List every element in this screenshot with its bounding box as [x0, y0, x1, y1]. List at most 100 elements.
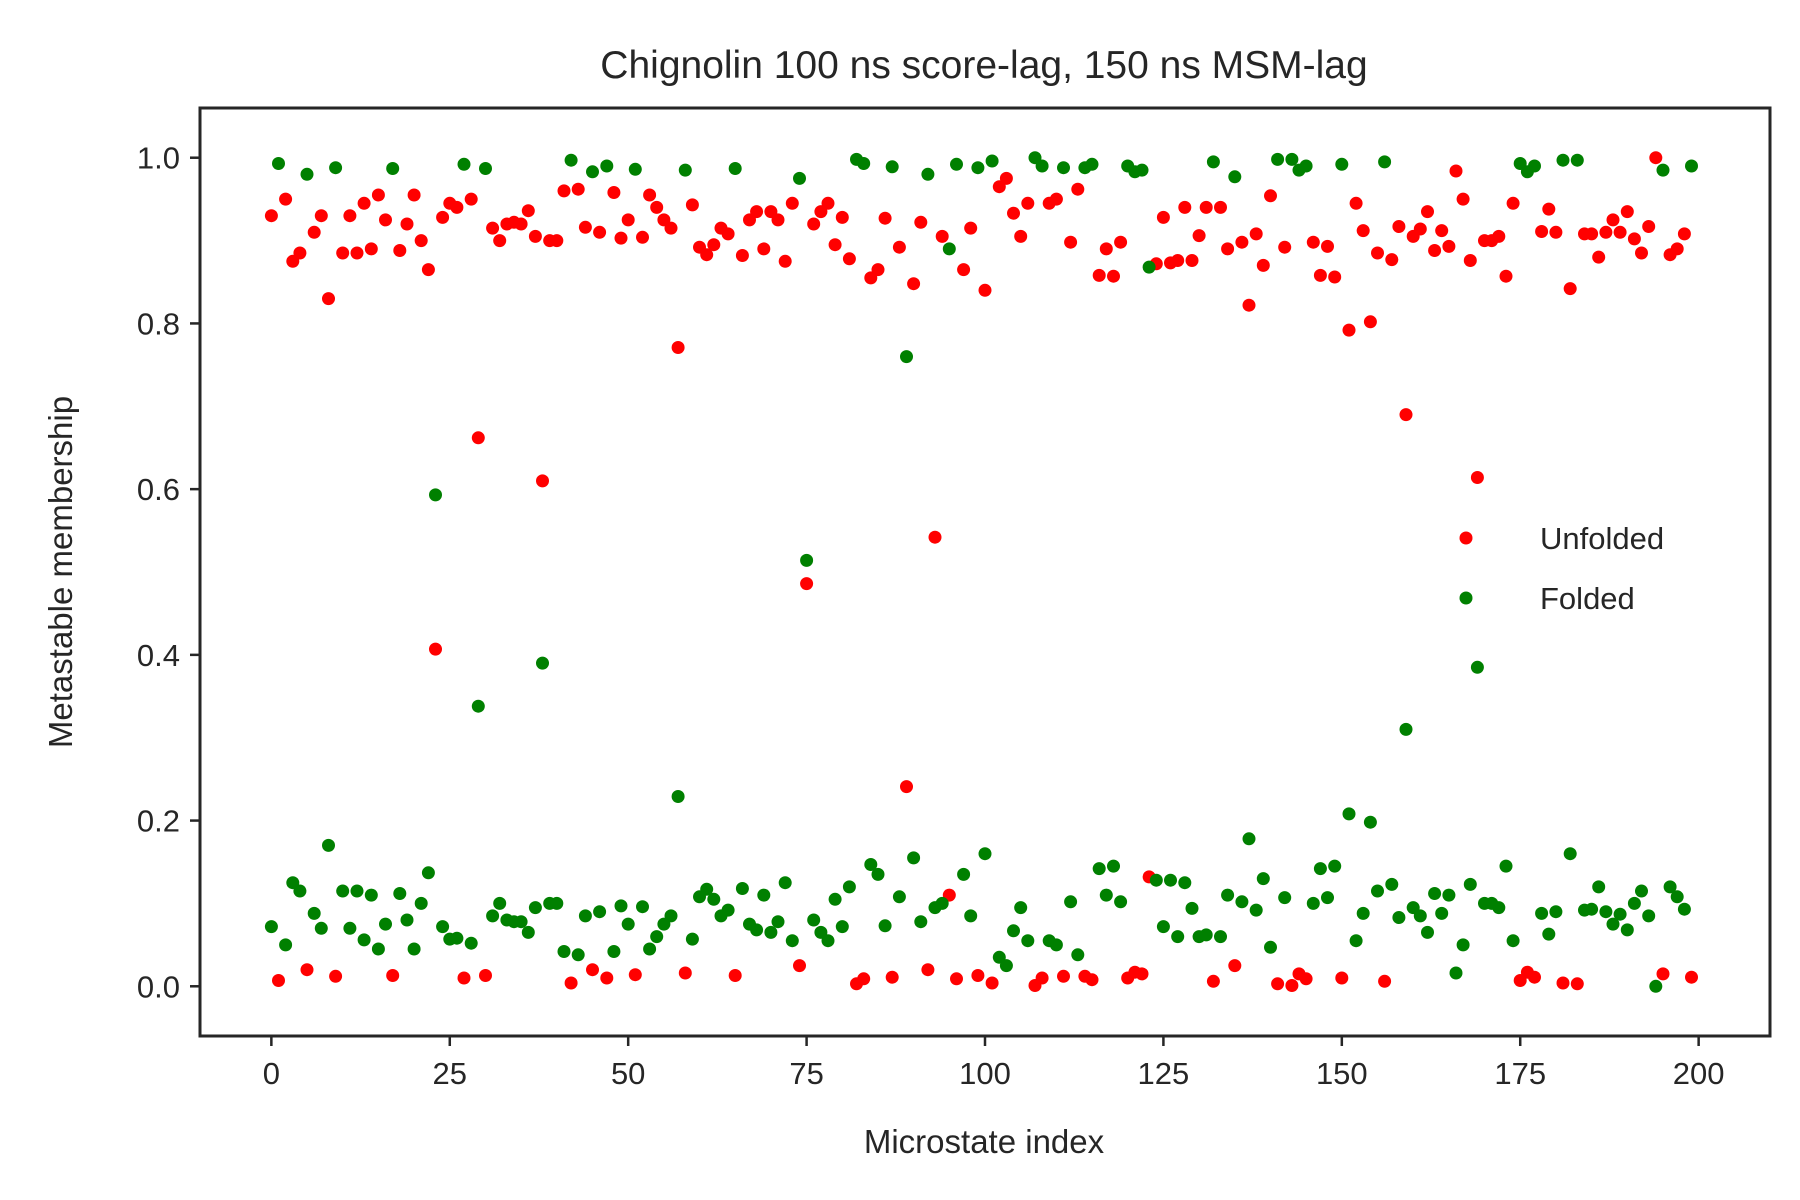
- data-point: [1470, 660, 1484, 674]
- data-point: [735, 249, 749, 262]
- y-tick-label: 1.0: [137, 141, 180, 176]
- data-point: [914, 915, 928, 929]
- data-point: [764, 925, 778, 939]
- data-point: [386, 969, 400, 982]
- data-point: [293, 884, 307, 898]
- data-point: [842, 252, 856, 266]
- y-tick-label: 0.4: [137, 638, 180, 673]
- data-point: [436, 920, 450, 934]
- data-point: [471, 699, 485, 713]
- data-point: [264, 209, 278, 223]
- data-point: [1256, 258, 1270, 272]
- data-point: [1135, 967, 1149, 981]
- data-point: [493, 896, 507, 910]
- data-point: [1385, 253, 1399, 267]
- data-point: [1627, 896, 1641, 910]
- series-folded: [264, 151, 1698, 993]
- data-point: [1463, 877, 1477, 891]
- data-point: [1528, 970, 1541, 984]
- x-tick-label: 150: [1316, 1056, 1368, 1091]
- data-point: [464, 192, 478, 206]
- data-point: [921, 167, 935, 181]
- data-point: [514, 915, 528, 929]
- data-point: [1549, 225, 1563, 239]
- data-point: [336, 884, 350, 898]
- data-point: [1049, 938, 1063, 952]
- data-point: [1599, 905, 1613, 919]
- data-point: [628, 968, 642, 982]
- data-point: [1214, 200, 1227, 214]
- x-tick-label: 0: [263, 1056, 280, 1091]
- data-point: [1392, 911, 1406, 924]
- x-tick-label: 75: [789, 1056, 823, 1091]
- data-point: [1677, 902, 1691, 916]
- data-point: [1506, 196, 1520, 210]
- data-point: [329, 969, 343, 983]
- data-point: [1313, 268, 1327, 282]
- data-point: [1064, 235, 1078, 249]
- y-tick-label: 0.0: [137, 969, 180, 1004]
- data-point: [400, 217, 414, 231]
- data-point: [1492, 229, 1506, 243]
- data-point: [457, 971, 471, 985]
- data-point: [1285, 979, 1299, 992]
- x-tick-label: 50: [611, 1056, 645, 1091]
- data-point: [1556, 153, 1570, 167]
- data-point: [1442, 239, 1456, 253]
- data-point: [1264, 189, 1277, 203]
- data-point: [1199, 928, 1213, 942]
- data-point: [964, 909, 978, 923]
- data-point: [664, 221, 678, 235]
- data-point: [1249, 903, 1263, 917]
- data-point: [1228, 959, 1242, 973]
- data-point: [835, 210, 849, 224]
- data-point: [1313, 862, 1327, 876]
- data-point: [1499, 859, 1513, 873]
- data-point: [892, 890, 906, 904]
- data-point: [1349, 934, 1363, 948]
- data-point: [593, 225, 607, 239]
- data-point: [1199, 200, 1213, 214]
- data-point: [600, 159, 614, 173]
- data-point: [978, 283, 992, 297]
- data-point: [728, 162, 742, 175]
- data-point: [1635, 884, 1648, 898]
- data-point: [1685, 970, 1698, 984]
- data-point: [357, 196, 371, 210]
- data-point: [793, 959, 806, 973]
- data-point: [800, 553, 814, 567]
- data-point: [450, 931, 464, 945]
- data-point: [1492, 901, 1506, 915]
- data-point: [514, 217, 528, 231]
- data-point: [785, 934, 799, 948]
- data-point: [757, 888, 771, 902]
- data-point: [1321, 239, 1334, 253]
- data-point: [1242, 298, 1256, 312]
- data-point: [878, 919, 892, 933]
- y-tick-label: 0.6: [137, 472, 180, 507]
- data-point: [1642, 909, 1656, 923]
- data-point: [957, 263, 971, 277]
- data-point: [1057, 161, 1070, 175]
- data-point: [279, 938, 293, 952]
- data-point: [914, 215, 928, 229]
- data-point: [386, 162, 400, 175]
- y-axis-ticks: 0.0 0.2 0.4 0.6 0.8 1.0: [137, 141, 200, 1004]
- data-point: [479, 162, 492, 175]
- data-point: [1021, 196, 1035, 210]
- data-point: [621, 213, 635, 227]
- data-point: [1428, 244, 1442, 257]
- data-point: [1563, 282, 1577, 296]
- x-tick-label: 175: [1494, 1056, 1546, 1091]
- data-point: [364, 242, 378, 256]
- y-tick-label: 0.2: [137, 804, 180, 839]
- data-point: [793, 171, 806, 185]
- data-point: [1185, 901, 1199, 915]
- data-point: [885, 970, 899, 984]
- data-point: [1242, 832, 1256, 846]
- data-point: [272, 157, 285, 170]
- data-point: [400, 913, 414, 927]
- data-point: [1385, 877, 1399, 891]
